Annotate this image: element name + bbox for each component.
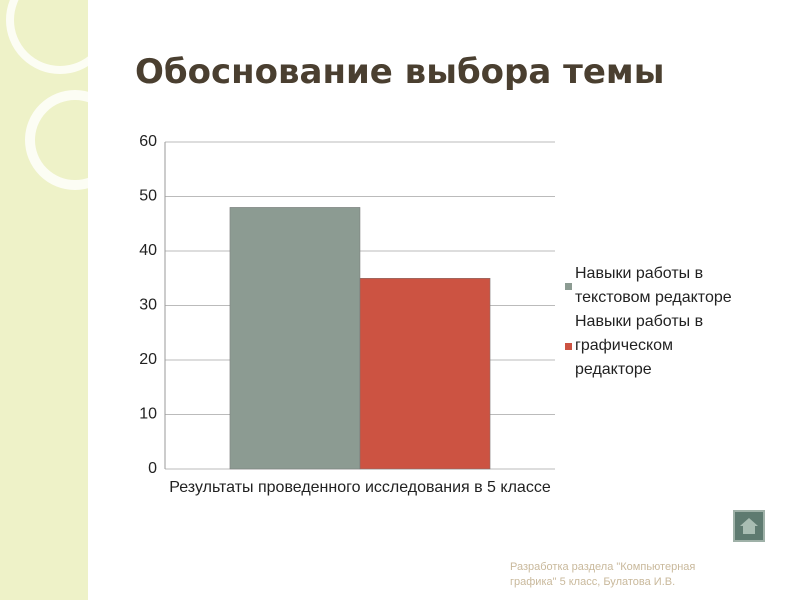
decor-circle xyxy=(6,0,114,74)
y-tick-label: 0 xyxy=(148,460,157,477)
y-tick-label: 10 xyxy=(139,406,157,423)
y-tick-label: 30 xyxy=(139,297,157,314)
legend-swatch xyxy=(565,282,572,290)
legend-label: Навыки работы в графическом редакторе xyxy=(575,313,704,378)
x-tick-label: Результаты проведенного исследования в 5… xyxy=(169,479,551,496)
y-tick-label: 40 xyxy=(139,242,157,259)
legend-swatch xyxy=(565,342,572,350)
slide-title: Обоснование выбора темы xyxy=(135,52,665,92)
legend: Навыки работы в текстовом редакторе Навык… xyxy=(565,262,750,382)
y-tick-label: 50 xyxy=(139,188,157,205)
legend-label: Навыки работы в текстовом редакторе xyxy=(575,265,732,306)
y-tick-label: 60 xyxy=(139,133,157,150)
bar xyxy=(229,207,361,470)
side-strip xyxy=(0,0,88,600)
home-icon xyxy=(740,518,758,534)
legend-item: Навыки работы в текстовом редакторе xyxy=(565,262,750,310)
legend-item: Навыки работы в графическом редакторе xyxy=(565,310,750,382)
footer: Разработка раздела "Компьютерная графика… xyxy=(510,561,696,588)
home-button[interactable] xyxy=(733,510,765,542)
home-shape xyxy=(740,518,758,534)
y-tick-label: 20 xyxy=(139,351,157,368)
bar xyxy=(359,278,491,470)
decor-circle xyxy=(25,90,125,190)
